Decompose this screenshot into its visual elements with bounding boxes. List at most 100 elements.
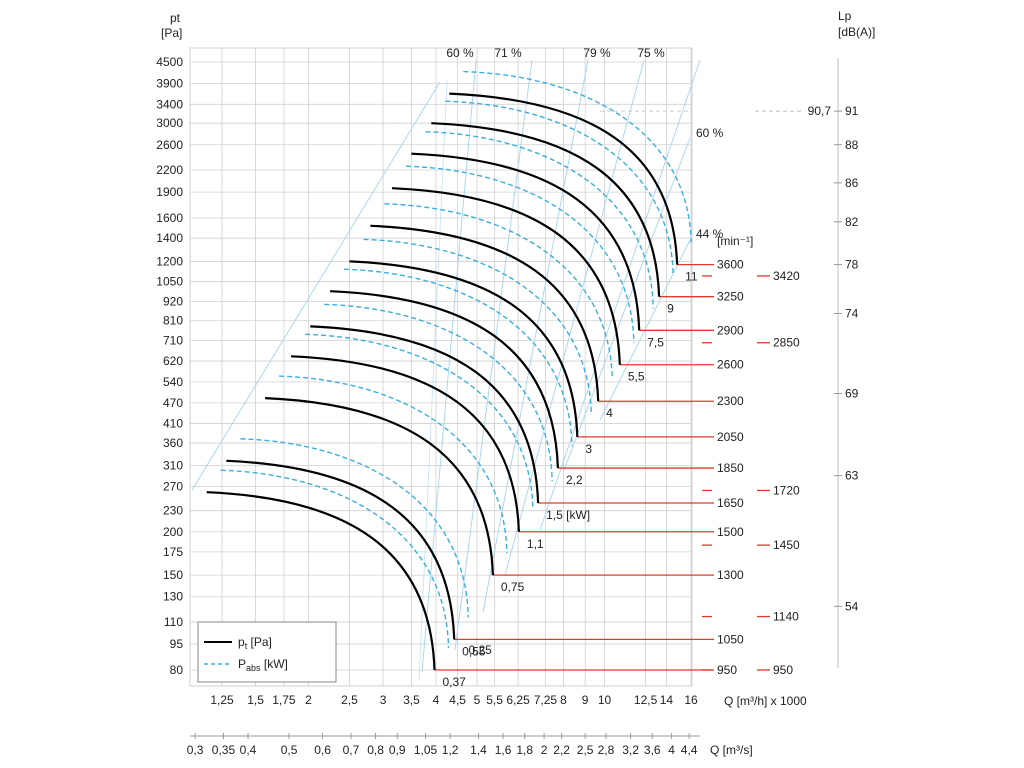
x-secondary-tick-label: 0,6 bbox=[314, 743, 331, 757]
secondary-speed-label: 1140 bbox=[773, 610, 799, 624]
efficiency-ray bbox=[454, 59, 533, 651]
motor-power-label: 0,75 bbox=[501, 580, 525, 594]
y-tick-label: 270 bbox=[163, 479, 183, 493]
motor-power-label: 5,5 bbox=[628, 370, 645, 384]
right-axis-tick-label: 69 bbox=[845, 387, 859, 401]
x-tick-label: 3,5 bbox=[403, 693, 420, 707]
y-tick-label: 4500 bbox=[156, 55, 183, 69]
motor-power-label: 2,2 bbox=[566, 473, 583, 487]
y-tick-label: 80 bbox=[170, 663, 184, 677]
x-tick-label: 14 bbox=[660, 693, 674, 707]
x-secondary-tick-label: 0,7 bbox=[343, 743, 360, 757]
y-tick-label: 175 bbox=[163, 545, 183, 559]
pressure-curve bbox=[206, 491, 436, 671]
x-secondary-tick-label: 0,3 bbox=[187, 743, 204, 757]
y-tick-label: 410 bbox=[163, 416, 183, 430]
power-curve bbox=[240, 438, 469, 618]
y-tick-label: 810 bbox=[163, 314, 183, 328]
y-tick-label: 2600 bbox=[156, 138, 183, 152]
x-tick-label: 5 bbox=[474, 693, 481, 707]
x-secondary-tick-label: 2 bbox=[541, 743, 548, 757]
right-axis-tick-label: 78 bbox=[845, 258, 859, 272]
y-tick-label: 95 bbox=[170, 637, 184, 651]
power-curve bbox=[425, 131, 654, 309]
y-tick-label: 3000 bbox=[156, 116, 183, 130]
right-axis-tick-label: 91 bbox=[845, 104, 859, 118]
power-curves bbox=[220, 70, 692, 649]
y-tick-label: 920 bbox=[163, 295, 183, 309]
y-tick-label: 150 bbox=[163, 568, 183, 582]
efficiency-ray bbox=[421, 59, 477, 673]
efficiency-label-top: 71 % bbox=[494, 46, 522, 60]
y-tick-label: 710 bbox=[163, 334, 183, 348]
speed-label: 3600 bbox=[717, 258, 744, 272]
x-tick-label: 10 bbox=[598, 693, 612, 707]
y-tick-label: 360 bbox=[163, 436, 183, 450]
speed-lines bbox=[434, 263, 770, 671]
y-tick-label: 1900 bbox=[156, 185, 183, 199]
x-tick-label: 3 bbox=[380, 693, 387, 707]
dba-marker-label: 90,7 bbox=[808, 104, 832, 118]
plot-frame bbox=[189, 47, 693, 687]
secondary-speed-label: 3420 bbox=[773, 269, 800, 283]
x-secondary-tick-label: 0,9 bbox=[389, 743, 406, 757]
x-tick-label: 9 bbox=[582, 693, 589, 707]
right-axis-tick-label: 54 bbox=[845, 599, 859, 613]
power-curve bbox=[344, 268, 573, 447]
x-secondary-tick-label: 3,6 bbox=[644, 743, 661, 757]
motor-power-label: 9 bbox=[667, 302, 674, 316]
x-secondary-tick-label: 1,05 bbox=[414, 743, 438, 757]
motor-power-label: 11 bbox=[685, 270, 698, 284]
legend: pt [Pa] Pabs [kW] bbox=[197, 621, 337, 683]
x-axis-secondary-label: Q [m³/s] bbox=[710, 743, 753, 757]
x-secondary-tick-label: 4,4 bbox=[681, 743, 698, 757]
right-axis-tick-label: 82 bbox=[845, 215, 859, 229]
x-secondary-tick-label: 1,8 bbox=[516, 743, 533, 757]
efficiency-ray bbox=[539, 59, 701, 531]
y-tick-label: 1400 bbox=[156, 231, 183, 245]
power-curve bbox=[463, 70, 692, 243]
x-tick-label: 12,5 bbox=[634, 693, 658, 707]
x-tick-label: 7,25 bbox=[534, 693, 558, 707]
x-secondary-tick-label: 1,6 bbox=[495, 743, 512, 757]
speed-label: 1650 bbox=[717, 496, 744, 510]
x-tick-label: 2 bbox=[305, 693, 312, 707]
x-secondary-tick-label: 0,35 bbox=[212, 743, 236, 757]
y-axis-label: pt bbox=[170, 11, 181, 25]
power-curve bbox=[405, 165, 635, 343]
power-curve bbox=[279, 375, 508, 554]
right-axis-tick-label: 86 bbox=[845, 176, 859, 190]
efficiency-lines bbox=[191, 59, 701, 682]
motor-power-label: 4 bbox=[606, 406, 613, 420]
x-secondary-tick-label: 2,8 bbox=[598, 743, 615, 757]
y-tick-label: 230 bbox=[163, 504, 183, 518]
speed-label: 2050 bbox=[717, 430, 744, 444]
pressure-curve bbox=[265, 397, 494, 576]
right-axis-tick-label: 63 bbox=[845, 469, 859, 483]
pressure-curve bbox=[370, 224, 600, 402]
x-tick-label: 5,5 bbox=[486, 693, 503, 707]
pressure-curve bbox=[226, 459, 456, 640]
efficiency-ray bbox=[482, 59, 589, 613]
power-curve bbox=[384, 203, 613, 380]
x-tick-label: 4 bbox=[433, 693, 440, 707]
speed-label: 2600 bbox=[717, 358, 744, 372]
y-tick-label: 620 bbox=[163, 354, 183, 368]
efficiency-label-right: 44 % bbox=[696, 227, 724, 241]
x-tick-label: 1,5 bbox=[247, 693, 264, 707]
y-tick-label: 1200 bbox=[156, 254, 183, 268]
y-tick-label: 1600 bbox=[156, 211, 183, 225]
secondary-speed-label: 1720 bbox=[773, 483, 800, 497]
x-secondary-tick-label: 1,4 bbox=[470, 743, 487, 757]
pressure-curve bbox=[449, 92, 679, 265]
y-tick-label: 1050 bbox=[156, 275, 183, 289]
y-tick-label: 470 bbox=[163, 396, 183, 410]
speed-label: 1300 bbox=[717, 568, 744, 582]
secondary-speed-label: 950 bbox=[773, 663, 793, 677]
motor-power-label: 0,37 bbox=[442, 675, 466, 689]
power-curve bbox=[445, 100, 674, 275]
start-envelope-line bbox=[191, 81, 441, 491]
speed-unit: [min⁻¹] bbox=[717, 234, 753, 248]
power-curve bbox=[220, 469, 450, 649]
